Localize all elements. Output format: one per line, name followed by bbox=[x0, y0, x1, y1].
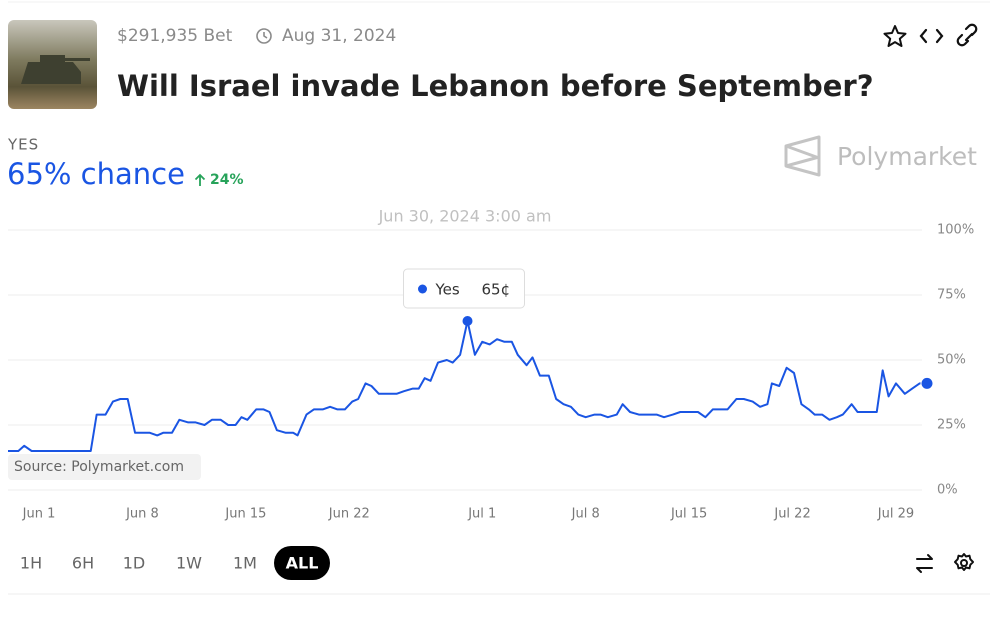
hover-point bbox=[462, 316, 473, 326]
x-tick-label: Jul 15 bbox=[670, 507, 707, 522]
x-tick-label: Jul 29 bbox=[877, 507, 914, 522]
hover-date: Jun 30, 2024 3:00 am bbox=[378, 207, 552, 226]
chance: 65% chance bbox=[7, 157, 185, 191]
brand-logo bbox=[784, 135, 821, 177]
source: Source: Polymarket.com bbox=[14, 459, 184, 475]
y-tick-label: 25% bbox=[937, 418, 966, 433]
y-tick-label: 100% bbox=[937, 223, 974, 238]
change: 24% bbox=[210, 172, 244, 188]
clock-icon bbox=[256, 28, 272, 44]
range-button[interactable]: ALL bbox=[286, 554, 319, 573]
gear-outline bbox=[954, 553, 974, 571]
x-tick-label: Jul 1 bbox=[467, 507, 496, 522]
link-button[interactable] bbox=[956, 23, 978, 47]
x-tick-label: Jul 22 bbox=[773, 507, 810, 522]
last-point bbox=[920, 376, 934, 390]
tank-shape bbox=[21, 55, 90, 84]
star-button[interactable] bbox=[883, 25, 907, 47]
range-button[interactable]: 6H bbox=[72, 554, 94, 573]
range-button[interactable]: 1H bbox=[20, 554, 42, 573]
range-button[interactable]: 1D bbox=[123, 554, 146, 573]
range-button[interactable]: 1W bbox=[176, 554, 202, 573]
gear-center bbox=[960, 559, 968, 567]
tooltip-box bbox=[403, 268, 525, 309]
x-tick-label: Jun 1 bbox=[22, 507, 56, 522]
volume: $291,935 Bet bbox=[117, 26, 233, 46]
x-tick-label: Jun 15 bbox=[224, 507, 266, 522]
range-button[interactable]: 1M bbox=[233, 554, 257, 573]
market-title: Will Israel invade Lebanon before Septem… bbox=[117, 69, 874, 103]
y-tick-label: 0% bbox=[937, 483, 958, 498]
tooltip-value: 65¢ bbox=[482, 281, 511, 299]
y-tick-label: 50% bbox=[937, 353, 966, 368]
price-line bbox=[8, 320, 927, 452]
outcome-label: YES bbox=[7, 136, 39, 154]
clock-hands bbox=[263, 32, 268, 39]
chart: 0% 25% 50% 75% 100% Jun 1 Jun 8 Jun 15 Jun 22 Jul… bbox=[8, 207, 974, 522]
range-buttons: 1H 6H 1D 1W 1M ALL bbox=[20, 546, 330, 580]
x-tick-label: Jun 8 bbox=[125, 507, 159, 522]
source-badge bbox=[8, 454, 201, 480]
x-tick-label: Jul 8 bbox=[571, 507, 600, 522]
up-arrow bbox=[194, 173, 206, 186]
swap-button[interactable] bbox=[916, 554, 933, 573]
y-tick-label: 75% bbox=[937, 288, 966, 303]
brand-name: Polymarket bbox=[837, 142, 977, 171]
x-tick-label: Jun 22 bbox=[328, 507, 370, 522]
tooltip-dot bbox=[418, 284, 427, 294]
embed-button[interactable] bbox=[919, 28, 944, 44]
tooltip-series: Yes bbox=[435, 281, 460, 299]
end-date: Aug 31, 2024 bbox=[282, 26, 396, 46]
range-active-pill bbox=[274, 546, 330, 580]
settings-button[interactable] bbox=[954, 553, 974, 571]
